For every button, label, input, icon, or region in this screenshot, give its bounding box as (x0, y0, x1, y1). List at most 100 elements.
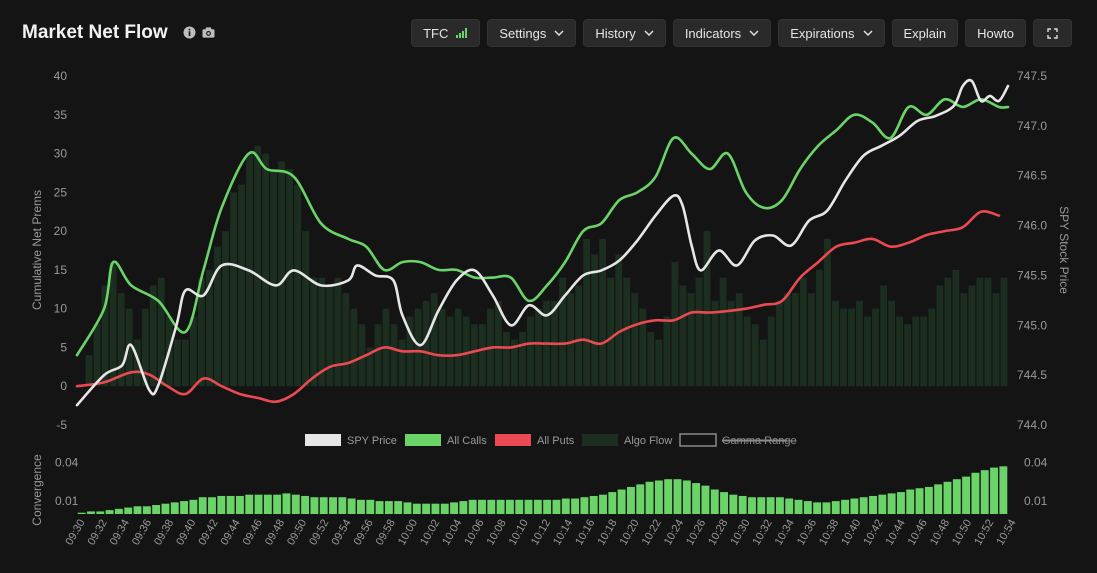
convergence-bar (878, 494, 887, 514)
x-tick-label: 10:52 (972, 518, 996, 548)
explain-button[interactable]: Explain (891, 19, 959, 47)
legend-label-gamma: Gamma Range (722, 435, 797, 447)
algo-flow-bar (591, 254, 599, 387)
x-tick-label: 09:40 (174, 518, 198, 548)
algo-flow-bar (238, 184, 245, 387)
algo-flow-bar (864, 316, 871, 387)
convergence-bar (226, 495, 235, 514)
algo-flow-bar (799, 277, 807, 387)
history-button[interactable]: History (583, 19, 666, 47)
fullscreen-button[interactable] (1033, 19, 1072, 47)
legend-swatch-spy (305, 434, 341, 446)
convergence-bar (599, 494, 607, 514)
algo-flow-bar (711, 300, 719, 387)
convergence-bar (896, 492, 905, 514)
tfc-button[interactable]: TFC (411, 19, 481, 47)
algo-flow-bar (494, 300, 502, 387)
x-tick-label: 10:42 (861, 518, 885, 548)
convergence-bar (96, 511, 105, 514)
fullscreen-icon (1047, 27, 1058, 39)
convergence-bar (254, 494, 263, 514)
convergence-bar (422, 503, 431, 514)
expirations-button[interactable]: Expirations (778, 19, 885, 47)
x-tick-label: 10:40 (839, 518, 863, 548)
right-tick-label: 745.5 (1017, 268, 1047, 282)
legend-swatch-calls (405, 434, 441, 446)
algo-flow-bar (567, 293, 575, 387)
x-tick-label: 10:18 (595, 518, 619, 548)
algo-flow-bar (976, 277, 984, 387)
algo-flow-bar (197, 277, 205, 387)
convergence-bar (748, 497, 756, 514)
convergence-bar (626, 486, 635, 514)
convergence-bar (496, 499, 505, 514)
indicators-button[interactable]: Indicators (672, 19, 772, 47)
puts-line (75, 209, 1001, 404)
algo-flow-bar (511, 339, 518, 387)
x-tick-label: 10:26 (684, 518, 708, 548)
legend-swatch-algo (582, 434, 618, 446)
algo-flow-bar (374, 324, 382, 387)
left-tick-label: 30 (54, 147, 68, 161)
convergence-bar (124, 507, 133, 514)
algo-flow-bar (133, 339, 141, 387)
convergence-bar (161, 503, 170, 514)
convergence-bar (664, 479, 673, 514)
convergence-bar (319, 497, 328, 514)
convergence-bar (198, 497, 207, 514)
convergence-bar (980, 470, 989, 514)
convergence-bar (710, 489, 719, 514)
right-axis-ticks: 744.0 744.5 745.0 745.5 746.0 746.5 747.0 747.5 (1017, 69, 1047, 432)
convergence-bar (617, 489, 626, 514)
legend-swatch-puts (495, 434, 531, 446)
algo-flow-bar (446, 316, 454, 387)
convergence-bar (152, 504, 161, 514)
algo-flow-bar (575, 285, 583, 387)
indicators-label: Indicators (684, 25, 742, 41)
chevron-down-icon (862, 30, 873, 36)
info-icon[interactable] (183, 26, 196, 39)
algo-flow-bar (615, 254, 623, 387)
convergence-bar (654, 480, 663, 514)
convergence-bar (571, 498, 580, 514)
x-tick-label: 10:50 (950, 518, 974, 548)
algo-flow-bar (157, 277, 165, 387)
algo-flow-bar (751, 324, 759, 387)
algo-flow-bar (639, 308, 647, 387)
right-tick-label: 744.5 (1017, 368, 1047, 382)
x-tick-label: 10:24 (662, 518, 686, 548)
x-tick-label: 10:44 (884, 518, 908, 548)
algo-flow-bar (663, 316, 671, 387)
x-tick-label: 09:36 (130, 518, 154, 548)
algo-flow-bar (791, 293, 799, 387)
algo-flow-bar (759, 339, 767, 387)
x-tick-label: 10:02 (418, 518, 442, 548)
x-tick-label: 09:54 (329, 518, 353, 548)
algo-flow-bar (872, 308, 879, 387)
x-tick-label: 09:58 (374, 518, 398, 548)
convergence-bar (850, 498, 859, 514)
algo-flow-bar (326, 285, 334, 387)
legend-swatch-gamma (679, 433, 717, 447)
x-tick-label: 09:38 (152, 518, 176, 548)
algo-flow-bar (824, 238, 831, 387)
convergence-bar (701, 485, 710, 514)
right-axis-label: SPY Stock Price (1057, 206, 1071, 294)
algo-flow-bar (519, 331, 526, 387)
convergence-bar (450, 502, 459, 514)
x-tick-label: 10:22 (640, 518, 664, 548)
camera-icon[interactable] (202, 26, 215, 39)
convergence-bar (943, 481, 952, 514)
algo-flow-bar (230, 192, 237, 387)
algo-flow-bar (623, 277, 631, 387)
algo-flow-bar (631, 293, 639, 387)
right-tick-label: 747.5 (1017, 69, 1047, 83)
tfc-label: TFC (423, 25, 449, 41)
toolbar: TFC Settings History Indicators Expirati… (411, 19, 1072, 47)
algo-flow-bar (478, 324, 486, 387)
left-tick-label: 15 (54, 263, 68, 277)
x-tick-label: 10:30 (728, 518, 752, 548)
howto-button[interactable]: Howto (965, 19, 1026, 47)
settings-button[interactable]: Settings (487, 19, 577, 47)
convergence-bar (971, 472, 980, 514)
